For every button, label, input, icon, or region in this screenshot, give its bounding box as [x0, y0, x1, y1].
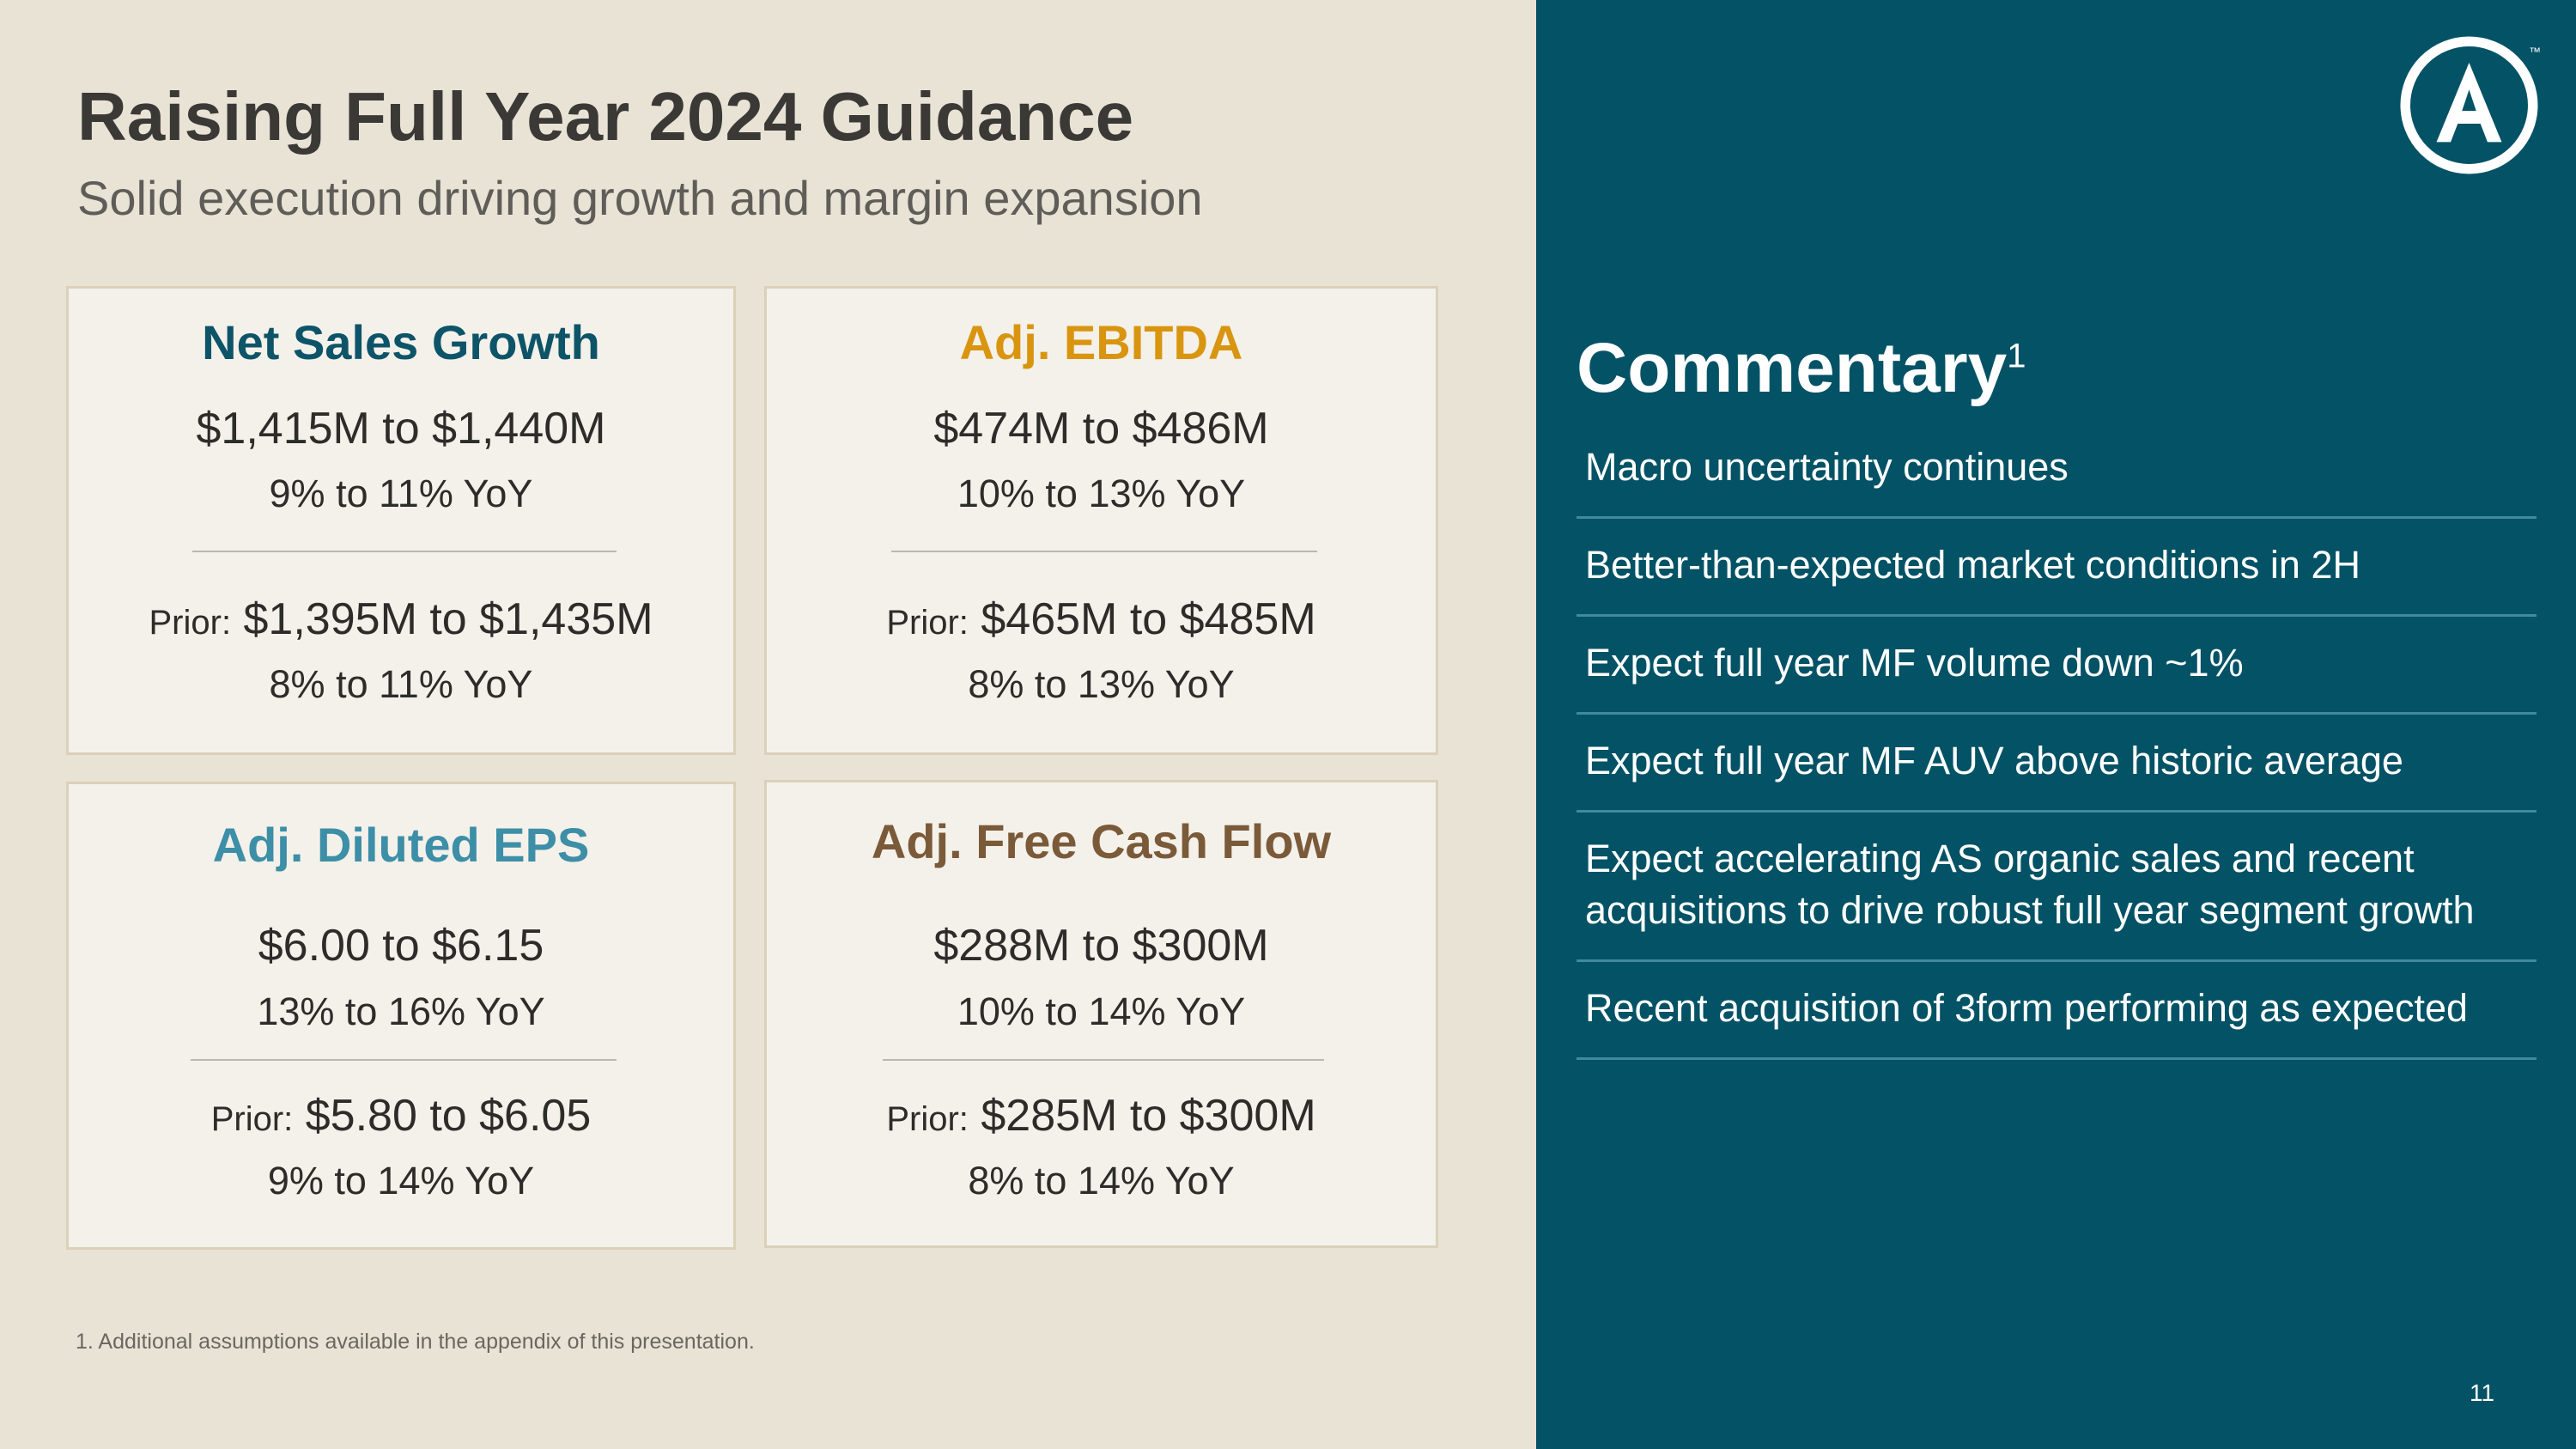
- prior-range: $5.80 to $6.05: [305, 1091, 592, 1141]
- card-title: Adj. EBITDA: [959, 315, 1243, 369]
- prior-range: $465M to $485M: [981, 594, 1316, 644]
- prior-yoy: 8% to 14% YoY: [968, 1159, 1235, 1202]
- card-title: Net Sales Growth: [202, 315, 600, 369]
- commentary-footnote-marker: 1: [2007, 337, 2026, 375]
- card-divider: [891, 551, 1317, 552]
- prior-yoy: 8% to 13% YoY: [968, 662, 1235, 706]
- commentary-item: Expect full year MF volume down ~1%: [1577, 617, 2537, 715]
- commentary-item: Expect accelerating AS organic sales and…: [1577, 813, 2537, 962]
- guidance-range: $288M to $300M: [933, 921, 1269, 971]
- a-circle-logo-icon: [2400, 36, 2538, 174]
- commentary-panel: [1536, 0, 2576, 1449]
- commentary-item: Expect full year MF AUV above historic a…: [1577, 715, 2537, 813]
- commentary-item: Macro uncertainty continues: [1577, 421, 2537, 519]
- prior-range: $1,395M to $1,435M: [243, 594, 653, 644]
- footnote: 1. Additional assumptions available in t…: [76, 1330, 755, 1354]
- guidance-yoy: 13% to 16% YoY: [257, 989, 545, 1033]
- adj-diluted-eps-card: Adj. Diluted EPS $6.00 to $6.15 13% to 1…: [66, 782, 736, 1250]
- prior-yoy: 8% to 11% YoY: [269, 662, 533, 706]
- prior-label: Prior:: [210, 1100, 294, 1138]
- guidance-range: $1,415M to $1,440M: [196, 404, 606, 454]
- adj-ebitda-card: Adj. EBITDA $474M to $486M 10% to 13% Yo…: [764, 286, 1438, 755]
- page-subtitle: Solid execution driving growth and margi…: [77, 171, 1203, 225]
- prior-yoy: 9% to 14% YoY: [267, 1159, 535, 1202]
- prior-guidance: Prior: $1,395M to $1,435M: [69, 594, 733, 644]
- prior-guidance: Prior: $465M to $485M: [767, 594, 1436, 644]
- net-sales-card: Net Sales Growth $1,415M to $1,440M 9% t…: [66, 286, 736, 755]
- trademark-symbol: ™: [2529, 45, 2541, 58]
- card-title: Adj. Free Cash Flow: [871, 814, 1332, 868]
- prior-label: Prior:: [149, 604, 232, 642]
- commentary-list: Macro uncertainty continues Better-than-…: [1577, 421, 2537, 1060]
- commentary-title-text: Commentary: [1577, 329, 2008, 407]
- guidance-yoy: 9% to 11% YoY: [269, 472, 533, 515]
- commentary-item: Better-than-expected market conditions i…: [1577, 519, 2537, 617]
- adj-free-cash-flow-card: Adj. Free Cash Flow $288M to $300M 10% t…: [764, 780, 1438, 1248]
- prior-range: $285M to $300M: [981, 1091, 1316, 1141]
- card-divider: [191, 1059, 617, 1061]
- page-title: Raising Full Year 2024 Guidance: [77, 78, 1134, 155]
- prior-label: Prior:: [886, 604, 969, 642]
- page-number: 11: [2470, 1379, 2495, 1406]
- guidance-range: $6.00 to $6.15: [258, 921, 544, 971]
- guidance-yoy: 10% to 14% YoY: [957, 989, 1246, 1033]
- guidance-range: $474M to $486M: [933, 404, 1269, 454]
- card-title: Adj. Diluted EPS: [212, 818, 590, 872]
- prior-guidance: Prior: $285M to $300M: [767, 1091, 1436, 1141]
- card-divider: [883, 1059, 1324, 1061]
- card-divider: [192, 551, 617, 552]
- guidance-yoy: 10% to 13% YoY: [957, 472, 1246, 515]
- prior-label: Prior:: [886, 1100, 969, 1138]
- commentary-item: Recent acquisition of 3form performing a…: [1577, 962, 2537, 1060]
- prior-guidance: Prior: $5.80 to $6.05: [69, 1091, 733, 1141]
- commentary-title: Commentary1: [1577, 329, 2026, 407]
